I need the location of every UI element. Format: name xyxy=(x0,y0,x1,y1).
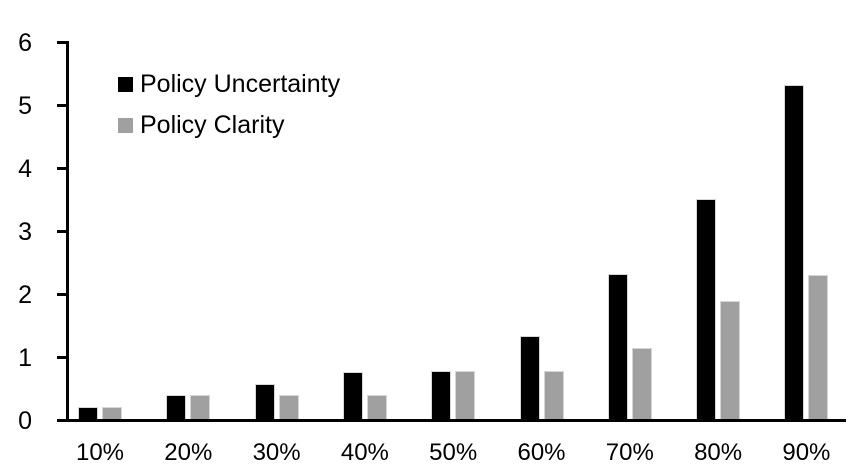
bar-policy-clarity-60% xyxy=(543,371,564,419)
legend-item-policy-clarity: Policy Clarity xyxy=(118,105,340,146)
y-axis-tick xyxy=(57,419,66,422)
bar-policy-uncertainty-60% xyxy=(519,335,540,419)
x-axis-category-label: 50% xyxy=(429,439,478,466)
y-axis-tick xyxy=(57,293,66,296)
y-axis-tick xyxy=(57,356,66,359)
y-axis-tick-label: 2 xyxy=(18,280,32,309)
bar-policy-clarity-20% xyxy=(190,395,211,419)
bar-policy-clarity-10% xyxy=(102,407,122,419)
bar-policy-clarity-50% xyxy=(455,371,476,419)
legend-item-policy-uncertainty: Policy Uncertainty xyxy=(118,64,340,105)
y-axis-tick xyxy=(57,167,66,170)
x-axis-category-label: 20% xyxy=(164,439,213,466)
x-axis-category-label: 30% xyxy=(252,439,301,466)
y-axis-line xyxy=(66,41,69,422)
bar-policy-uncertainty-20% xyxy=(166,395,187,419)
bar-policy-uncertainty-70% xyxy=(607,274,628,419)
bar-policy-clarity-30% xyxy=(278,395,299,419)
x-axis-category-label: 90% xyxy=(782,439,831,466)
bar-policy-clarity-80% xyxy=(720,300,741,419)
y-axis-tick xyxy=(57,41,66,44)
legend-swatch-policy-uncertainty-icon xyxy=(118,77,133,92)
bar-policy-uncertainty-30% xyxy=(254,384,275,419)
legend: Policy Uncertainty Policy Clarity xyxy=(118,64,340,146)
bar-policy-clarity-40% xyxy=(366,395,387,419)
bar-policy-uncertainty-40% xyxy=(342,372,363,419)
y-axis-tick-label: 1 xyxy=(18,343,32,372)
y-axis-tick xyxy=(57,104,66,107)
bar-policy-uncertainty-50% xyxy=(431,371,452,419)
x-axis-line xyxy=(58,419,846,422)
legend-label-policy-uncertainty: Policy Uncertainty xyxy=(140,70,341,98)
y-axis-tick-label: 0 xyxy=(18,406,32,435)
x-axis-category-label: 80% xyxy=(694,439,743,466)
y-axis-tick-label: 6 xyxy=(18,28,32,57)
y-axis-tick-label: 3 xyxy=(18,217,32,246)
bar-policy-uncertainty-10% xyxy=(78,407,98,419)
legend-label-policy-clarity: Policy Clarity xyxy=(140,111,285,139)
x-axis-category-label: 70% xyxy=(605,439,654,466)
bar-policy-uncertainty-80% xyxy=(696,198,717,419)
x-axis-category-label: 10% xyxy=(75,439,125,466)
x-axis-category-label: 40% xyxy=(340,439,389,466)
y-axis-tick-label: 5 xyxy=(18,91,32,120)
x-axis-category-label: 60% xyxy=(517,439,566,466)
legend-swatch-policy-clarity-icon xyxy=(118,118,133,133)
bar-policy-clarity-70% xyxy=(631,347,652,419)
y-axis-tick xyxy=(57,230,66,233)
bar-policy-uncertainty-90% xyxy=(784,85,805,419)
y-axis-tick-label: 4 xyxy=(18,154,32,183)
bar-policy-clarity-90% xyxy=(808,275,829,419)
